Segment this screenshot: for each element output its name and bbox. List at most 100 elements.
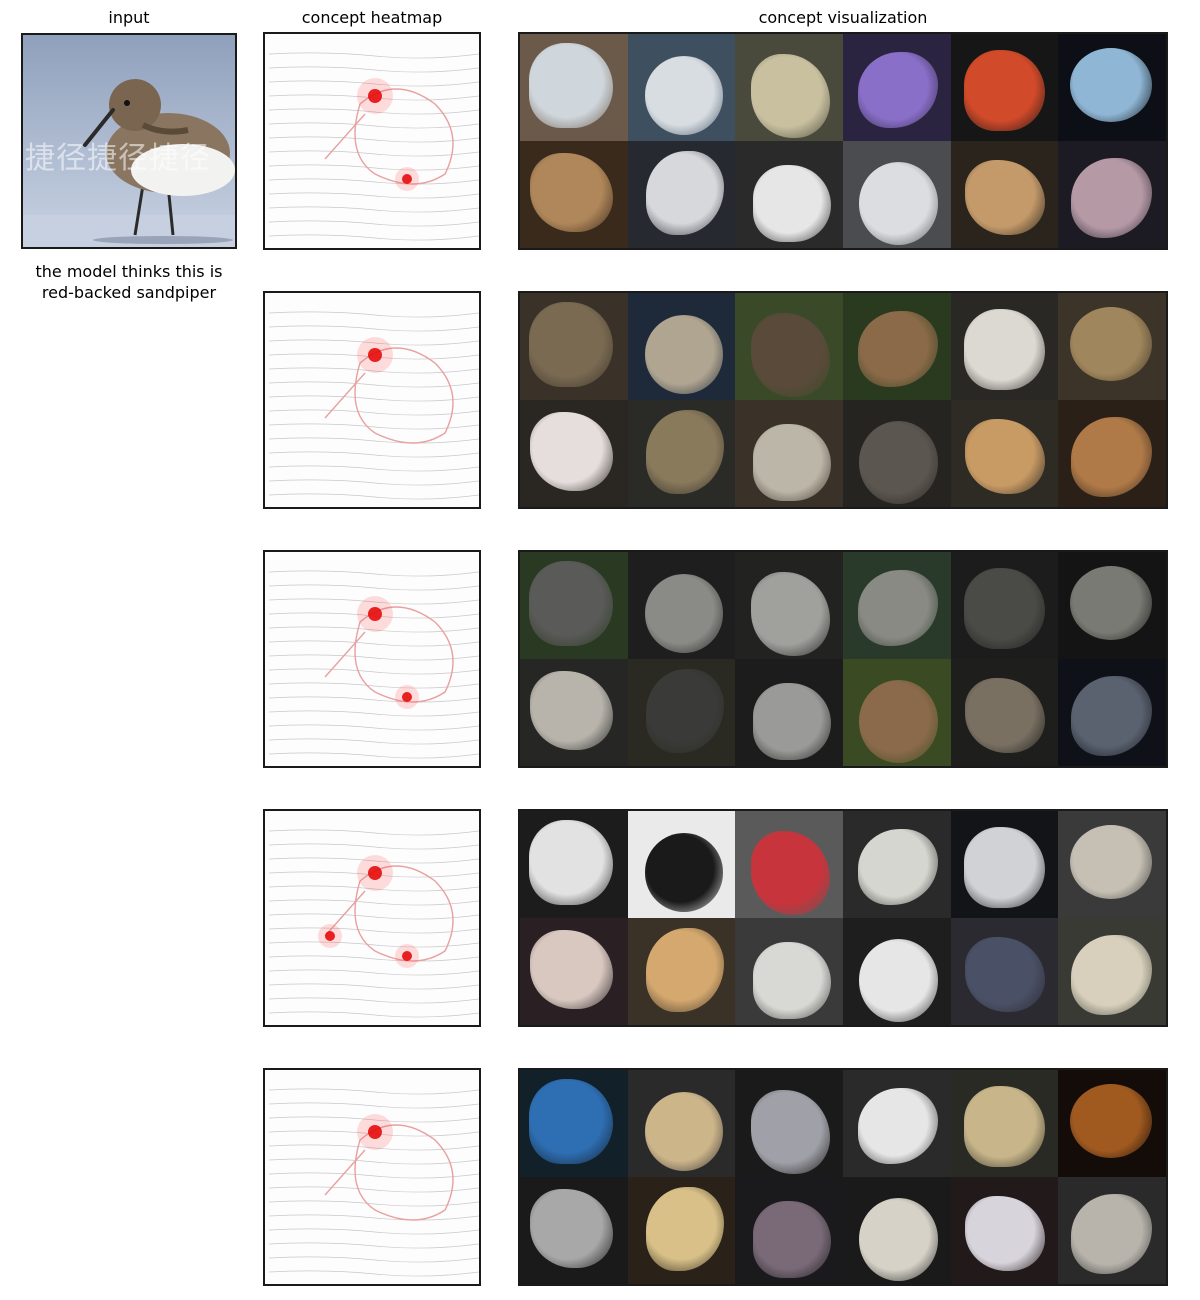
concept-patch — [964, 160, 1046, 236]
concept-patch — [646, 150, 724, 236]
caption-line-2: red-backed sandpiper — [41, 283, 217, 302]
concept-tile — [520, 918, 628, 1025]
concept-tile — [1058, 141, 1166, 248]
concept-grid — [518, 550, 1168, 768]
concept-tile — [842, 659, 951, 766]
input-column-title: input — [108, 8, 150, 27]
concept-patch — [857, 570, 938, 647]
concept-patch — [858, 939, 938, 1022]
concept-tile — [950, 918, 1059, 1025]
concept-tile — [520, 293, 628, 400]
concept-tile — [950, 293, 1059, 400]
concept-tile — [520, 659, 628, 766]
concept-patch — [645, 315, 724, 394]
concept-grid — [518, 1068, 1168, 1286]
concept-tile — [520, 1070, 628, 1177]
concept-patch — [1070, 935, 1153, 1016]
concept-patch — [963, 568, 1045, 650]
concept-patch — [857, 311, 938, 388]
concept-tile — [842, 141, 951, 248]
concept-patch — [1069, 1083, 1152, 1158]
concept-tile — [842, 552, 951, 659]
concept-tile — [735, 400, 843, 507]
concept-patch — [858, 421, 938, 504]
concept-patch — [646, 1186, 724, 1272]
sandpiper-photo — [23, 79, 235, 247]
concept-tile — [950, 400, 1059, 507]
concept-tile — [735, 1070, 843, 1177]
concept-tile — [1058, 659, 1166, 766]
concept-tile — [520, 400, 628, 507]
concept-tile — [627, 1177, 736, 1284]
concept-patch — [752, 164, 831, 242]
concept-tile — [950, 1177, 1059, 1284]
concept-heatmap — [263, 291, 481, 509]
concept-patch — [964, 419, 1046, 495]
heatmap-column-title: concept heatmap — [301, 8, 443, 27]
concept-tile — [735, 659, 843, 766]
concept-tile — [950, 811, 1059, 918]
concept-tile — [520, 141, 628, 248]
concept-tile — [520, 1177, 628, 1284]
concept-patch — [528, 560, 613, 647]
prediction-caption: the model thinks this is red-backed sand… — [11, 261, 247, 303]
concept-patch — [528, 1078, 613, 1165]
concept-patch — [529, 1188, 613, 1268]
concept-tile — [1058, 400, 1166, 507]
concept-patch — [528, 301, 613, 388]
concept-patch — [751, 1090, 831, 1174]
concept-patch — [857, 1088, 938, 1165]
concept-patch — [645, 56, 724, 135]
concept-tile — [627, 141, 736, 248]
concept-tile — [520, 552, 628, 659]
concept-patch — [752, 423, 831, 501]
concept-patch — [752, 682, 831, 760]
concept-tile — [842, 293, 951, 400]
concept-tile — [1058, 1177, 1166, 1284]
concept-tile — [627, 1070, 736, 1177]
concept-tile — [627, 400, 736, 507]
concept-patch — [1070, 158, 1153, 239]
concept-patch — [751, 54, 831, 138]
concept-patch — [645, 1092, 724, 1171]
concept-patch — [646, 409, 724, 495]
concept-patch — [964, 1196, 1046, 1272]
concept-patch — [963, 1086, 1045, 1168]
concept-tile — [735, 552, 843, 659]
concept-patch — [529, 411, 613, 491]
concept-patch — [751, 831, 831, 915]
concept-patch — [529, 152, 613, 232]
concept-tile — [735, 918, 843, 1025]
concept-patch — [858, 1198, 938, 1281]
concept-heatmap — [263, 32, 481, 250]
concept-grid — [518, 809, 1168, 1027]
concept-tile — [842, 918, 951, 1025]
concept-patch — [963, 50, 1045, 132]
concept-tile — [950, 659, 1059, 766]
concept-tile — [627, 918, 736, 1025]
concept-patch — [751, 572, 831, 656]
concept-grid — [518, 32, 1168, 250]
concept-patch — [645, 833, 724, 912]
concept-patch — [857, 829, 938, 906]
concept-patch — [1069, 565, 1152, 640]
concept-heatmap — [263, 1068, 481, 1286]
concept-tile — [520, 34, 628, 141]
concept-tile — [735, 811, 843, 918]
concept-patch — [751, 313, 831, 397]
concept-tile — [842, 1177, 951, 1284]
concept-patch — [1070, 676, 1153, 757]
concept-patch — [964, 937, 1046, 1013]
concept-tile — [735, 1177, 843, 1284]
concept-patch — [963, 827, 1045, 909]
concept-patch — [1069, 47, 1152, 122]
concept-tile — [627, 659, 736, 766]
concept-patch — [1070, 417, 1153, 498]
concept-patch — [529, 929, 613, 1009]
concept-patch — [752, 1200, 831, 1278]
concept-tile — [1058, 552, 1166, 659]
caption-line-1: the model thinks this is — [35, 262, 223, 281]
concept-patch — [963, 309, 1045, 391]
concept-patch — [857, 52, 938, 129]
concept-patch — [964, 678, 1046, 754]
